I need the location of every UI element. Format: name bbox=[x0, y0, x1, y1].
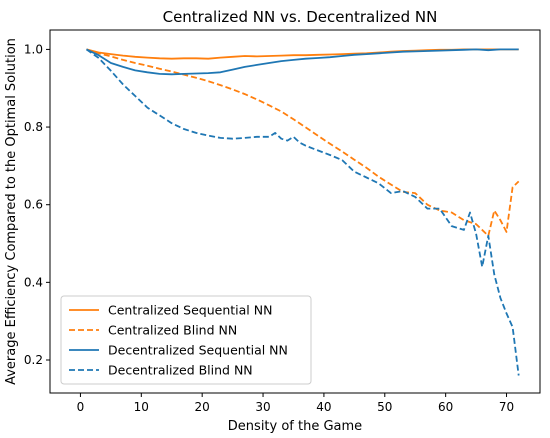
y-axis-ticks: 0.2 0.4 0.6 0.8 1.0 bbox=[24, 42, 50, 367]
series-line-2 bbox=[86, 48, 520, 237]
x-tick-label: 60 bbox=[438, 400, 453, 414]
y-tick-label: 0.6 bbox=[24, 198, 43, 212]
legend-box bbox=[60, 295, 312, 385]
series-line-3 bbox=[86, 48, 519, 76]
y-tick-label: 1.0 bbox=[24, 42, 43, 56]
x-tick-label: 40 bbox=[316, 400, 331, 414]
x-tick-label: 0 bbox=[77, 400, 85, 414]
legend-entry: Decentralized Sequential NN bbox=[108, 343, 288, 358]
legend-entry: Centralized Blind NN bbox=[108, 323, 237, 338]
y-tick-label: 0.2 bbox=[24, 353, 43, 367]
y-axis-label: Average Efficiency Compared to the Optim… bbox=[4, 38, 19, 385]
series-line-4 bbox=[85, 48, 520, 376]
x-tick-label: 50 bbox=[377, 400, 392, 414]
chart-title: Centralized NN vs. Decentralized NN bbox=[163, 8, 438, 26]
legend: Centralized Sequential NN Centralized Bli… bbox=[60, 295, 312, 385]
x-axis-label: Density of the Game bbox=[228, 419, 362, 434]
x-tick-label: 10 bbox=[134, 400, 149, 414]
x-tick-label: 70 bbox=[499, 400, 514, 414]
x-tick-label: 30 bbox=[255, 400, 270, 414]
series-layer bbox=[85, 48, 520, 376]
plot-frame bbox=[49, 29, 541, 394]
x-tick-label: 20 bbox=[195, 400, 210, 414]
y-tick-label: 0.8 bbox=[24, 120, 43, 134]
y-tick-label: 0.4 bbox=[24, 275, 43, 289]
legend-entry: Decentralized Blind NN bbox=[108, 363, 253, 378]
x-axis-ticks: 0 10 20 30 40 50 60 70 bbox=[77, 393, 514, 414]
legend-entry: Centralized Sequential NN bbox=[108, 303, 272, 318]
